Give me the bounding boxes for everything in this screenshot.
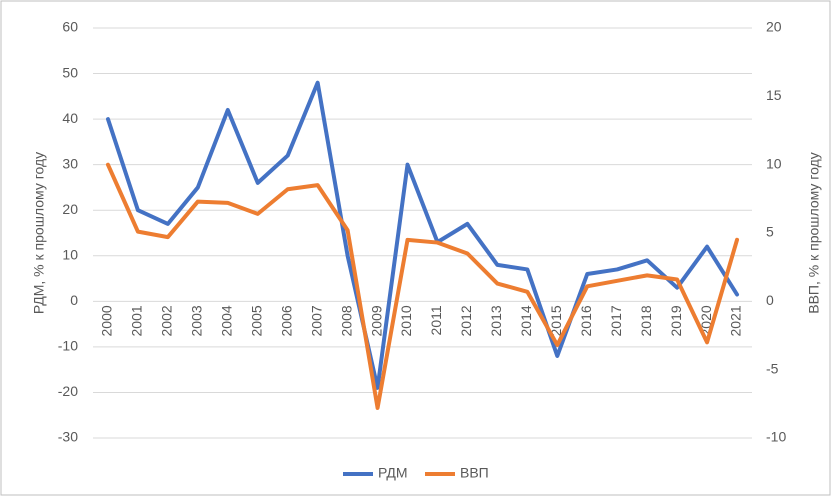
- x-tick-label: 2010: [398, 305, 414, 336]
- x-tick-label: 2019: [668, 305, 684, 336]
- x-tick-label: 2001: [129, 305, 145, 336]
- series-line: [105, 162, 740, 410]
- y-tick-label: 0: [70, 292, 78, 308]
- y-tick-label: 20: [62, 201, 78, 217]
- x-tick-label: 2005: [248, 305, 264, 336]
- y-tick-label: 10: [62, 246, 78, 262]
- x-tick-label: 2017: [608, 305, 624, 336]
- y-tick-label: -20: [58, 383, 78, 399]
- x-tick-label: 2016: [578, 305, 594, 336]
- x-tick-label: 2009: [368, 305, 384, 336]
- y-tick-label: 30: [62, 155, 78, 171]
- y-tick-label: 60: [62, 19, 78, 35]
- x-tick-label: 2003: [189, 305, 205, 336]
- x-tick-label: 2015: [548, 305, 564, 336]
- y-axis-title: РДМ, % к прошлому году: [31, 152, 47, 314]
- x-tick-label: 2013: [488, 305, 504, 336]
- y-tick-label: -30: [58, 429, 78, 445]
- y2-tick-label: -5: [766, 360, 779, 376]
- legend-label: РДМ: [378, 465, 408, 481]
- series-line: [105, 80, 740, 390]
- y2-tick-label: 10: [766, 155, 782, 171]
- y2-tick-label: 15: [766, 87, 782, 103]
- y2-tick-label: 5: [766, 224, 774, 240]
- y2-axis-title: ВВП, % к прошлому году: [806, 152, 822, 314]
- x-tick-label: 2002: [159, 305, 175, 336]
- x-tick-label: 2000: [99, 305, 115, 336]
- x-tick-label: 2018: [638, 305, 654, 336]
- legend-label: ВВП: [460, 465, 489, 481]
- y-tick-label: 50: [62, 64, 78, 80]
- x-tick-label: 2006: [278, 305, 294, 336]
- y2-tick-label: -10: [766, 429, 786, 445]
- x-tick-label: 2014: [518, 305, 534, 336]
- x-tick-label: 2007: [308, 305, 324, 336]
- x-tick-label: 2021: [728, 305, 744, 336]
- y2-tick-label: 0: [766, 292, 774, 308]
- x-tick-label: 2011: [428, 305, 444, 335]
- y-tick-label: -10: [58, 338, 78, 354]
- x-tick-label: 2008: [338, 305, 354, 336]
- x-tick-label: 2004: [218, 305, 234, 336]
- x-tick-label: 2012: [458, 305, 474, 336]
- y-tick-label: 40: [62, 110, 78, 126]
- y2-tick-label: 20: [766, 19, 782, 35]
